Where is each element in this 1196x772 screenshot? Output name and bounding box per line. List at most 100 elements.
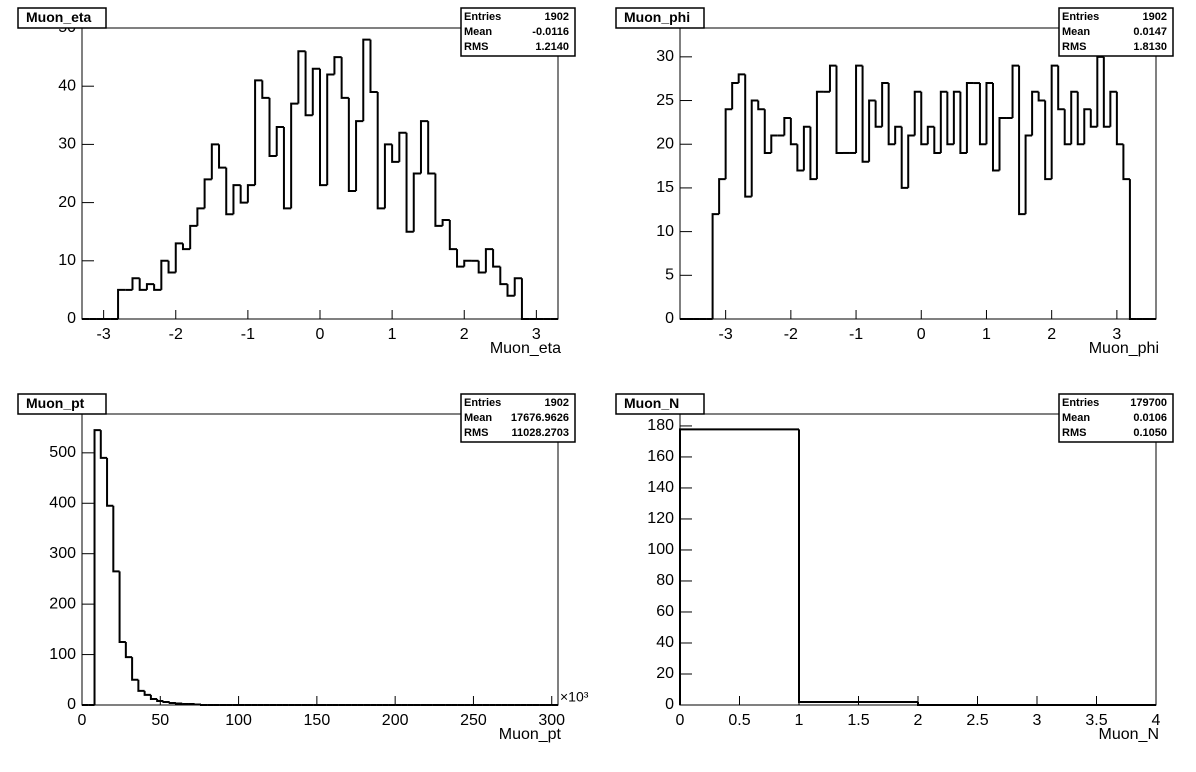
histogram-bin — [143, 690, 151, 696]
y-tick-label: 0 — [665, 310, 674, 327]
histogram-bin — [477, 260, 486, 274]
histogram-bin — [174, 702, 183, 705]
x-axis-title: Muon_eta — [490, 340, 561, 357]
y-tick-label: 20 — [58, 194, 76, 211]
histogram-bin — [887, 83, 896, 146]
y-tick-label: 100 — [647, 541, 674, 558]
histogram-bin — [484, 248, 494, 273]
stats-label: Entries — [1062, 11, 1099, 23]
histogram-bin — [131, 657, 139, 681]
y-tick-label: 10 — [656, 223, 674, 240]
histogram-bin — [174, 242, 183, 273]
histogram-bin — [737, 73, 746, 84]
histogram-bin — [239, 185, 248, 204]
stats-value: 11028.2703 — [511, 427, 569, 439]
y-tick-label: 40 — [58, 77, 76, 94]
histogram-bin — [246, 184, 256, 203]
x-tick-label: -1 — [241, 326, 255, 343]
title-box — [615, 393, 705, 415]
histogram-bin — [894, 125, 902, 145]
histogram-bin — [731, 82, 739, 110]
y-tick-label: 40 — [656, 634, 674, 651]
histogram-bin — [118, 571, 126, 643]
stats-value: 0.0147 — [1133, 26, 1167, 38]
histogram-bin — [1063, 109, 1072, 146]
histogram-bin — [907, 134, 915, 188]
histogram-bin — [167, 260, 176, 274]
histogram-bin — [874, 100, 883, 128]
histogram-bin — [297, 50, 306, 104]
histogram-bin — [750, 99, 759, 197]
histogram-bin — [448, 220, 458, 251]
histogram-bin — [1018, 65, 1026, 216]
histogram-bin — [798, 429, 918, 704]
histogram-bin — [998, 117, 1007, 171]
histogram-bin — [1128, 179, 1137, 320]
histogram-bin — [441, 219, 450, 226]
histogram-bin — [711, 213, 720, 319]
histogram-bin — [881, 82, 889, 127]
y-tick-label: 300 — [49, 545, 76, 562]
histogram-bin — [1011, 64, 1020, 119]
stats-box — [1058, 393, 1174, 443]
histogram-bin — [917, 702, 1037, 706]
title-box — [615, 7, 705, 29]
title-box — [17, 7, 107, 29]
x-tick-label: 4 — [1152, 712, 1161, 729]
histogram-bin — [405, 132, 414, 233]
histogram-bin — [513, 277, 522, 296]
histogram-bin — [861, 65, 870, 163]
y-tick-label: 25 — [656, 92, 674, 109]
x-tick-label: -3 — [719, 326, 733, 343]
histogram-bin — [920, 91, 928, 146]
histogram-bin — [933, 126, 941, 154]
histogram-bin — [383, 143, 393, 209]
chart-title: Muon_eta — [26, 9, 92, 25]
histogram-bin — [138, 278, 147, 291]
pad: 0 50 100 150 200 250 300 0 100 200 300 400 500 Muon_p… — [17, 393, 589, 743]
x-tick-label: -3 — [97, 326, 111, 343]
histogram-bin — [112, 505, 120, 573]
y-tick-label: 80 — [656, 572, 674, 589]
histogram-bin — [275, 125, 284, 157]
histogram-bin — [770, 134, 778, 153]
histogram-bin — [1083, 108, 1091, 145]
x-tick-label: -2 — [784, 326, 798, 343]
x-tick-label: 50 — [151, 712, 169, 729]
x-tick-label: 1.5 — [847, 712, 869, 729]
histogram-bin — [232, 184, 241, 215]
histogram-bin — [763, 109, 772, 154]
stats-value: 1902 — [1143, 11, 1167, 23]
histogram-bin — [1024, 134, 1033, 215]
stats-label: Entries — [464, 397, 501, 409]
histogram-bin — [210, 143, 220, 180]
plot-frame — [81, 413, 559, 706]
x-tick-label: 0 — [917, 326, 926, 343]
x-tick-label: 3 — [1112, 326, 1121, 343]
histogram-bin — [913, 90, 922, 136]
x-tick-label: 1 — [795, 712, 804, 729]
histogram-bin — [1102, 56, 1111, 128]
x-multiplier: ×10³ — [560, 689, 589, 705]
histogram-bin — [196, 207, 205, 226]
y-tick-label: 20 — [656, 135, 674, 152]
histogram-bin — [868, 99, 876, 162]
histogram-bin — [492, 249, 501, 268]
chart-title: Muon_N — [624, 395, 679, 411]
y-tick-label: 5 — [665, 267, 674, 284]
y-tick-label: 60 — [656, 603, 674, 620]
histogram-bin — [290, 102, 299, 209]
stats-value: 1902 — [545, 397, 569, 409]
histogram-bin — [1096, 55, 1104, 127]
histogram-bin — [520, 278, 530, 320]
histogram-bin — [156, 698, 164, 702]
histogram-bin — [268, 97, 277, 158]
histogram-bin — [946, 91, 954, 146]
stats-label: Entries — [1062, 397, 1099, 409]
histogram-bin — [1076, 91, 1085, 146]
chart-title: Muon_pt — [26, 395, 85, 411]
y-tick-label: 400 — [49, 494, 76, 511]
histogram-bin — [1115, 91, 1124, 146]
